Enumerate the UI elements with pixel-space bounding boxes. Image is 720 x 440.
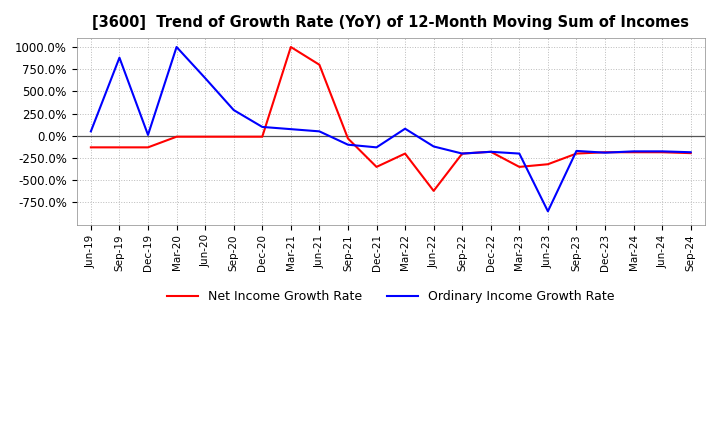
Net Income Growth Rate: [515, 164, 523, 169]
Ordinary Income Growth Rate: [343, 142, 352, 147]
Ordinary Income Growth Rate: [201, 75, 210, 81]
Ordinary Income Growth Rate: [686, 150, 695, 155]
Ordinary Income Growth Rate: [629, 149, 638, 154]
Ordinary Income Growth Rate: [429, 144, 438, 149]
Net Income Growth Rate: [172, 134, 181, 139]
Ordinary Income Growth Rate: [287, 127, 295, 132]
Net Income Growth Rate: [600, 150, 609, 155]
Net Income Growth Rate: [115, 145, 124, 150]
Net Income Growth Rate: [572, 151, 581, 156]
Net Income Growth Rate: [343, 136, 352, 141]
Ordinary Income Growth Rate: [86, 129, 95, 134]
Legend: Net Income Growth Rate, Ordinary Income Growth Rate: Net Income Growth Rate, Ordinary Income …: [162, 285, 620, 308]
Net Income Growth Rate: [629, 150, 638, 155]
Net Income Growth Rate: [658, 150, 667, 155]
Ordinary Income Growth Rate: [487, 149, 495, 154]
Ordinary Income Growth Rate: [172, 44, 181, 50]
Net Income Growth Rate: [201, 134, 210, 139]
Net Income Growth Rate: [458, 151, 467, 156]
Title: [3600]  Trend of Growth Rate (YoY) of 12-Month Moving Sum of Incomes: [3600] Trend of Growth Rate (YoY) of 12-…: [92, 15, 689, 30]
Ordinary Income Growth Rate: [658, 149, 667, 154]
Ordinary Income Growth Rate: [401, 126, 410, 132]
Ordinary Income Growth Rate: [258, 124, 266, 129]
Net Income Growth Rate: [372, 164, 381, 169]
Ordinary Income Growth Rate: [115, 55, 124, 60]
Ordinary Income Growth Rate: [372, 145, 381, 150]
Net Income Growth Rate: [315, 62, 324, 67]
Net Income Growth Rate: [258, 134, 266, 139]
Net Income Growth Rate: [544, 161, 552, 167]
Net Income Growth Rate: [487, 149, 495, 154]
Ordinary Income Growth Rate: [544, 209, 552, 214]
Net Income Growth Rate: [686, 150, 695, 156]
Ordinary Income Growth Rate: [458, 151, 467, 156]
Ordinary Income Growth Rate: [315, 129, 324, 134]
Ordinary Income Growth Rate: [230, 107, 238, 113]
Line: Ordinary Income Growth Rate: Ordinary Income Growth Rate: [91, 47, 690, 211]
Net Income Growth Rate: [429, 188, 438, 194]
Ordinary Income Growth Rate: [515, 151, 523, 156]
Net Income Growth Rate: [230, 134, 238, 139]
Net Income Growth Rate: [401, 151, 410, 156]
Net Income Growth Rate: [144, 145, 153, 150]
Ordinary Income Growth Rate: [144, 132, 153, 138]
Ordinary Income Growth Rate: [600, 150, 609, 155]
Ordinary Income Growth Rate: [572, 148, 581, 154]
Line: Net Income Growth Rate: Net Income Growth Rate: [91, 47, 690, 191]
Net Income Growth Rate: [287, 44, 295, 50]
Net Income Growth Rate: [86, 145, 95, 150]
